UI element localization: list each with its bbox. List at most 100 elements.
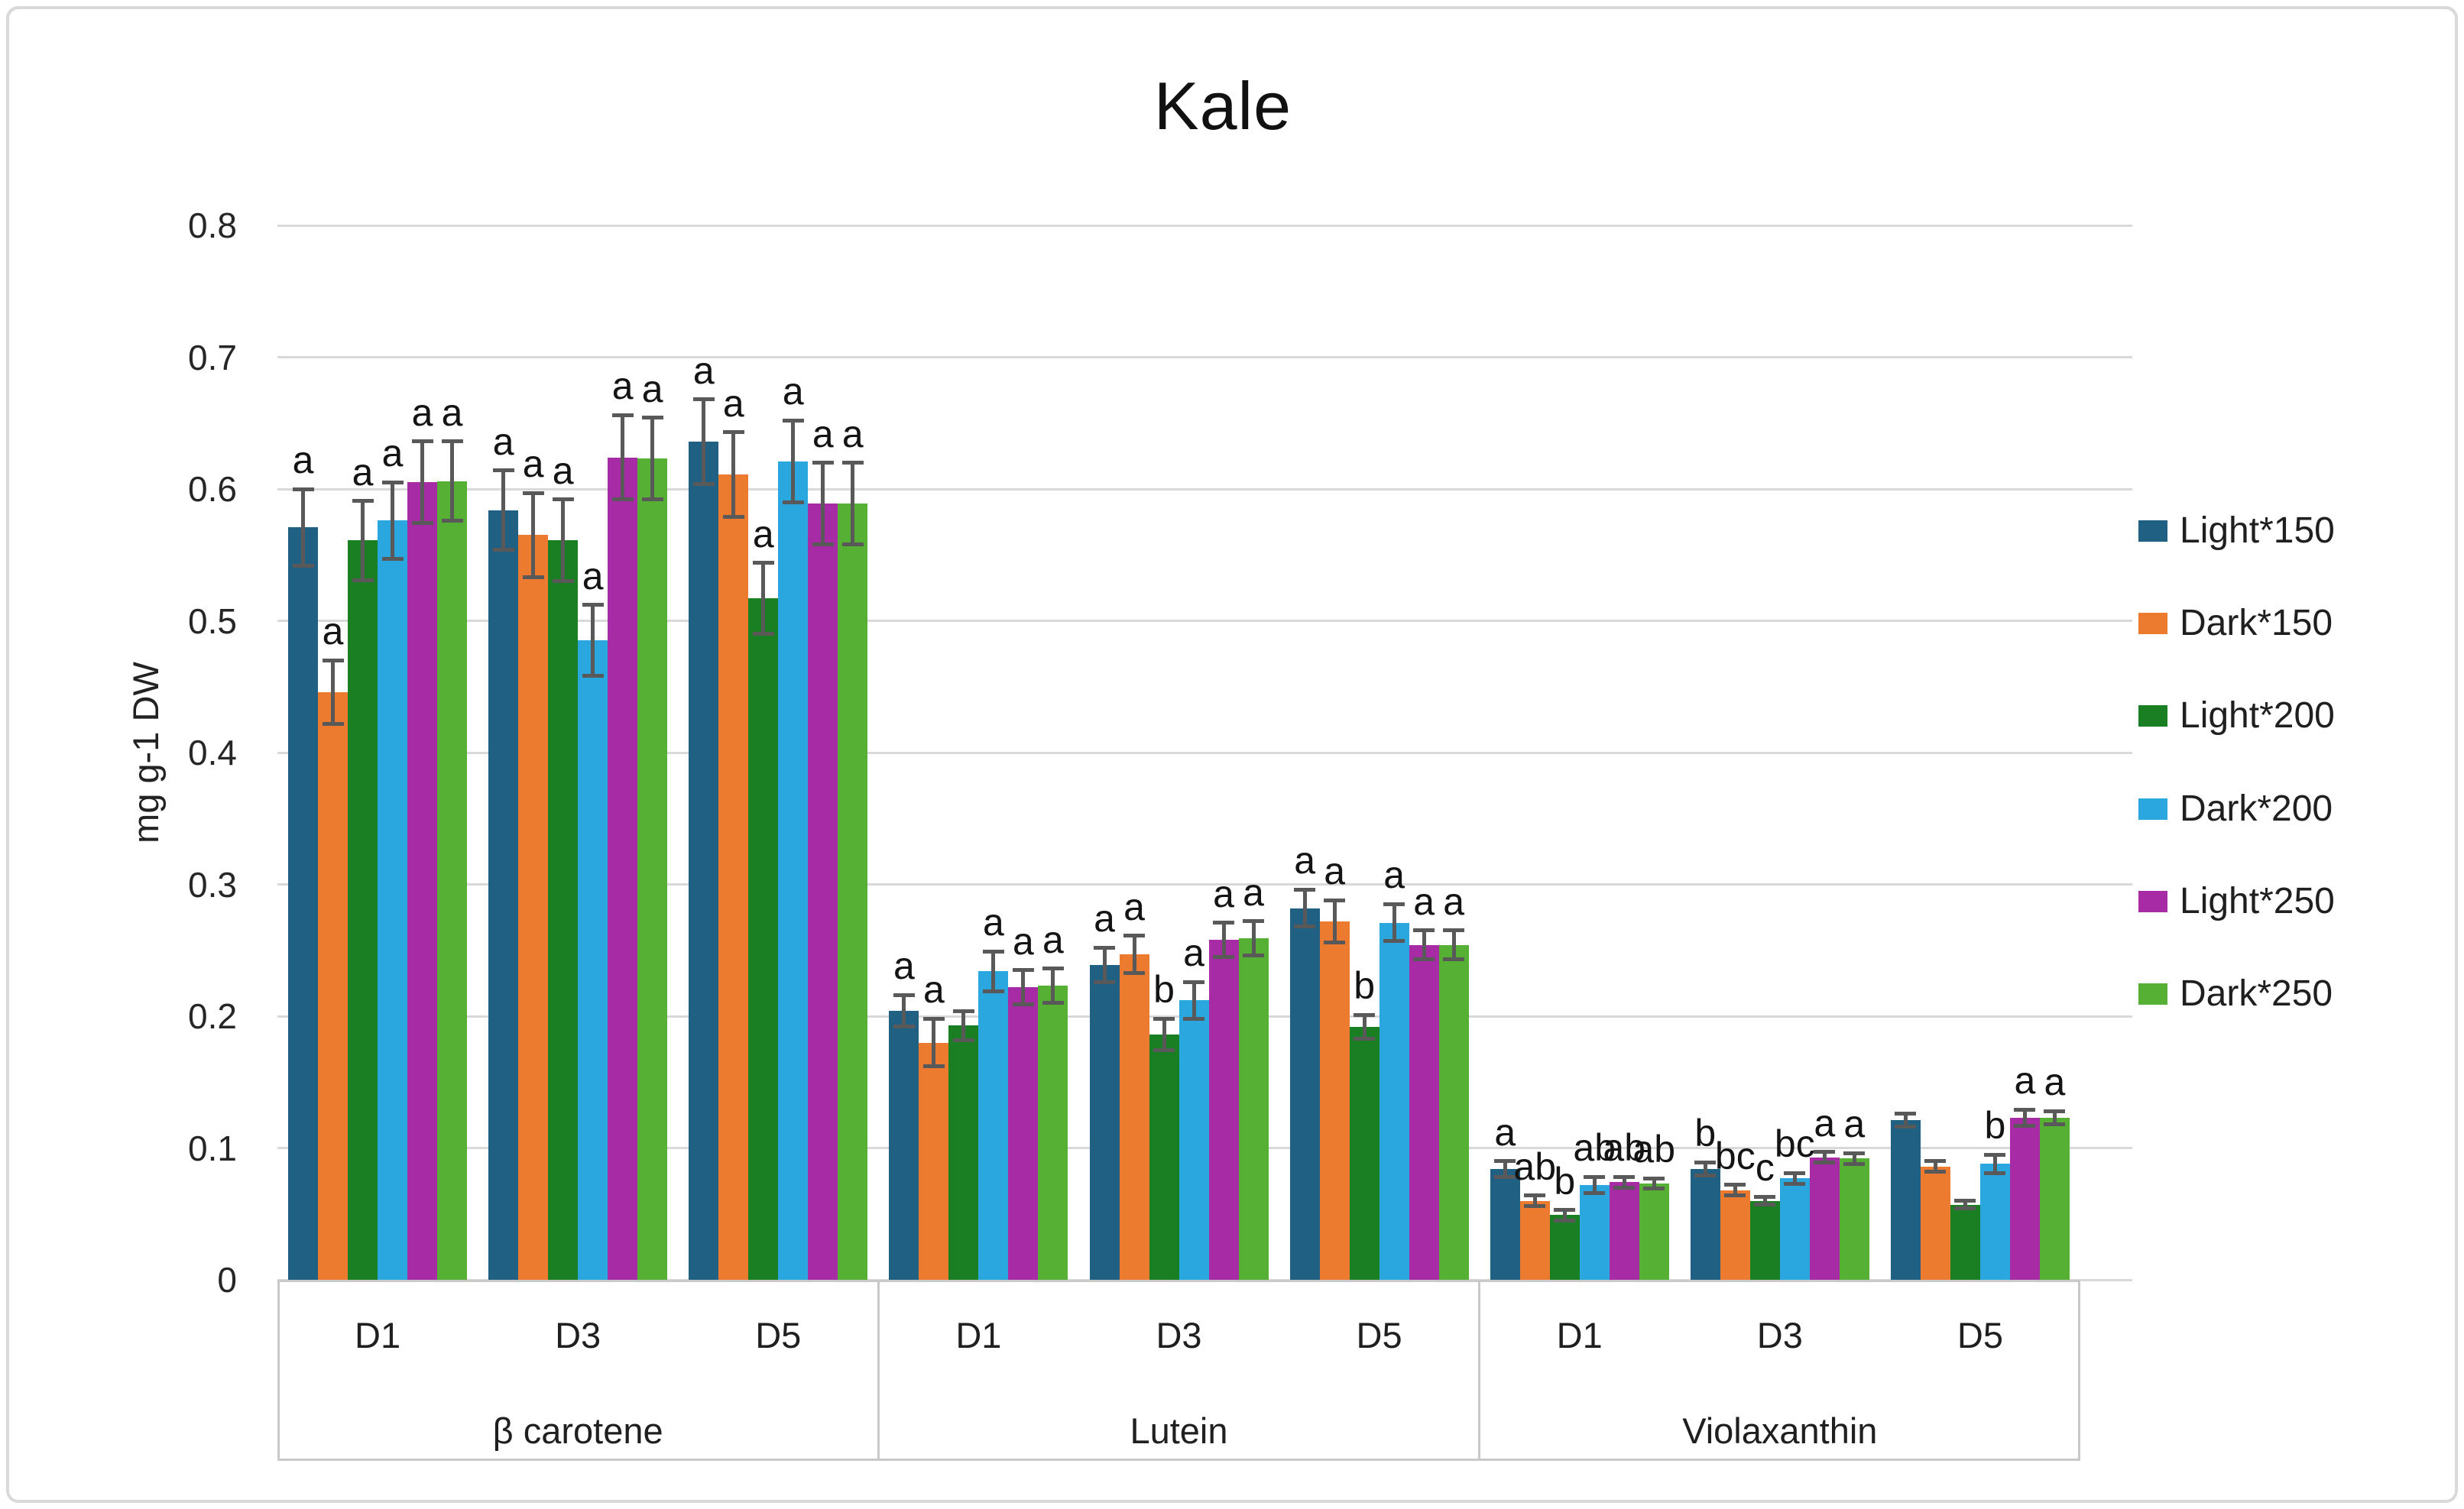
- significance-letter: a: [1324, 850, 1346, 893]
- y-tick-label: 0.1: [188, 1128, 237, 1168]
- error-bar-stem: [2022, 1109, 2027, 1126]
- error-bar-stem: [621, 415, 625, 500]
- bar: [1008, 987, 1039, 1280]
- bar: [1579, 1184, 1610, 1280]
- error-bar-cap-bottom: [1984, 1171, 2006, 1175]
- error-bar-cap-bottom: [722, 514, 744, 519]
- error-bar-cap-bottom: [1694, 1174, 1717, 1178]
- legend-label: Dark*250: [2180, 973, 2333, 1014]
- bar: [1809, 1157, 1840, 1280]
- error-bar-stem: [1852, 1153, 1856, 1164]
- error-bar-stem: [1422, 930, 1426, 960]
- error-bar-stem: [1392, 904, 1396, 941]
- compound-label: β carotene: [492, 1410, 663, 1451]
- error-bar-cap-bottom: [1584, 1190, 1606, 1195]
- legend-label: Light*250: [2180, 880, 2335, 921]
- significance-letter: b: [1354, 964, 1376, 1008]
- bar: [407, 482, 438, 1280]
- bar: [1119, 954, 1149, 1280]
- error-bar-cap-top: [352, 499, 374, 504]
- error-bar-cap-bottom: [893, 1025, 915, 1029]
- significance-letter: a: [722, 381, 744, 425]
- error-bar-stem: [821, 462, 825, 545]
- error-bar-cap-top: [492, 468, 514, 473]
- error-bar-cap-bottom: [411, 521, 433, 526]
- error-bar-cap-bottom: [752, 632, 774, 636]
- significance-letter: ab: [1573, 1126, 1616, 1170]
- error-bar-stem: [1652, 1178, 1656, 1189]
- error-bar-stem: [1132, 935, 1136, 973]
- gridline: [277, 356, 2132, 358]
- gridline: [277, 883, 2132, 886]
- significance-letter: b: [1984, 1104, 2006, 1148]
- bar: [518, 535, 549, 1280]
- significance-letter: c: [1755, 1146, 1775, 1190]
- error-bar-cap-top: [1643, 1176, 1665, 1180]
- significance-letter: a: [1183, 931, 1204, 975]
- band-divider: [877, 1280, 880, 1461]
- error-bar-cap-top: [1324, 898, 1346, 902]
- error-bar-cap-top: [1413, 928, 1435, 933]
- error-bar-stem: [450, 441, 455, 521]
- error-bar-cap-top: [2044, 1109, 2066, 1113]
- bar: [1289, 908, 1320, 1280]
- error-bar-cap-bottom: [782, 500, 804, 504]
- error-bar-cap-top: [2014, 1107, 2036, 1112]
- legend-swatch: [2138, 983, 2167, 1005]
- bar: [689, 441, 719, 1280]
- significance-letter: a: [1213, 872, 1234, 915]
- error-bar-cap-top: [1843, 1151, 1866, 1155]
- error-bar-stem: [1162, 1018, 1166, 1051]
- bar: [1720, 1190, 1750, 1280]
- error-bar-cap-top: [1243, 919, 1264, 924]
- bar: [548, 540, 579, 1280]
- bar: [1409, 944, 1439, 1280]
- error-bar-stem: [902, 995, 906, 1027]
- significance-letter: a: [1814, 1101, 1836, 1145]
- error-bar-cap-bottom: [522, 575, 544, 580]
- error-bar-cap-top: [893, 993, 915, 997]
- error-bar-stem: [1191, 982, 1196, 1019]
- significance-letter: a: [1094, 897, 1115, 941]
- error-bar-cap-bottom: [841, 542, 864, 546]
- error-bar-cap-top: [1094, 945, 1115, 950]
- bar: [318, 691, 349, 1280]
- error-bar-stem: [1302, 889, 1307, 927]
- y-tick-label: 0.8: [188, 206, 237, 245]
- error-bar-cap-bottom: [2014, 1123, 2036, 1128]
- error-bar-cap-top: [782, 418, 804, 423]
- bar: [1490, 1169, 1520, 1280]
- error-bar-stem: [761, 562, 766, 634]
- y-tick-label: 0.6: [188, 469, 237, 509]
- error-bar-cap-bottom: [1724, 1193, 1746, 1198]
- significance-letter: b: [1694, 1112, 1717, 1155]
- error-bar-stem: [851, 462, 855, 545]
- error-bar-stem: [331, 660, 336, 724]
- significance-letter: a: [292, 439, 314, 481]
- significance-letter: a: [1294, 839, 1316, 882]
- significance-letter: b: [1554, 1159, 1576, 1203]
- significance-letter: bc: [1774, 1122, 1815, 1166]
- bar: [1379, 922, 1409, 1280]
- error-bar-cap-bottom: [1643, 1187, 1665, 1191]
- day-label: D1: [355, 1315, 401, 1355]
- significance-letter: ab: [1513, 1145, 1557, 1188]
- error-bar-cap-top: [1183, 980, 1204, 984]
- error-bar-cap-bottom: [1613, 1185, 1636, 1190]
- error-bar-cap-top: [922, 1016, 945, 1021]
- error-bar-cap-top: [812, 461, 834, 465]
- error-bar-stem: [1762, 1197, 1767, 1205]
- error-bar-stem: [1963, 1200, 1967, 1209]
- error-bar-stem: [531, 493, 536, 578]
- error-bar-cap-top: [611, 413, 634, 417]
- gridline: [277, 751, 2132, 754]
- bar: [948, 1025, 979, 1280]
- y-tick-label: 0: [217, 1260, 237, 1300]
- bar: [1238, 938, 1269, 1280]
- error-bar-cap-top: [1954, 1199, 1976, 1203]
- error-bar-stem: [361, 500, 365, 581]
- significance-letter: a: [1123, 885, 1145, 928]
- day-label: D3: [1156, 1315, 1202, 1355]
- error-bar-cap-top: [982, 949, 1004, 954]
